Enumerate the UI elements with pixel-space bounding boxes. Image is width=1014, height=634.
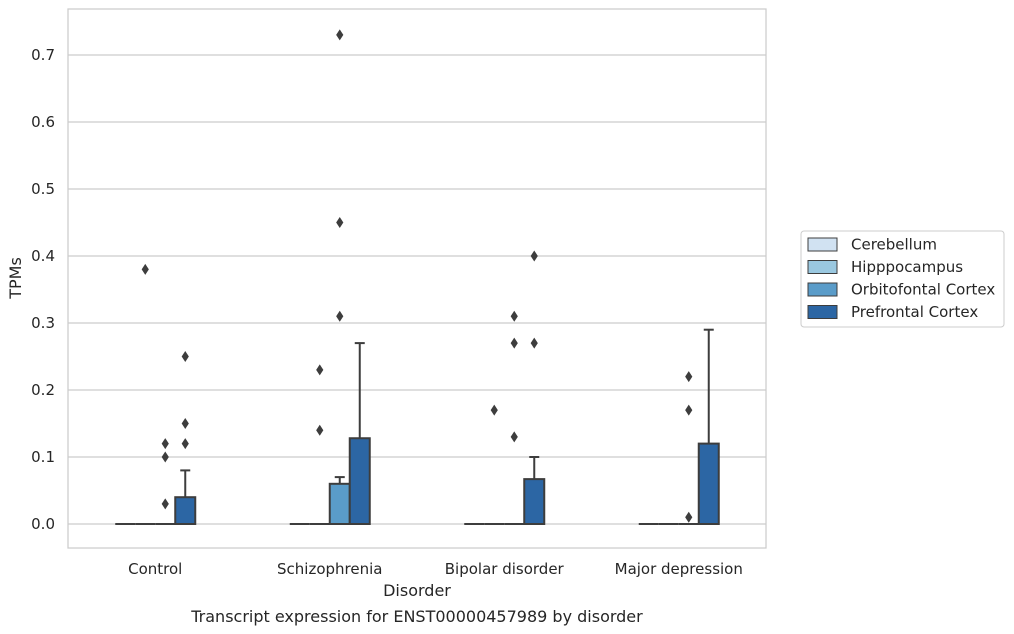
box-group bbox=[174, 351, 197, 526]
outlier-point bbox=[161, 451, 169, 463]
outlier-point bbox=[336, 310, 344, 322]
outlier-point bbox=[336, 29, 344, 41]
legend-label: Hipppocampus bbox=[851, 258, 963, 276]
x-axis-title: Disorder bbox=[383, 581, 451, 600]
outlier-point bbox=[181, 351, 189, 362]
box-body bbox=[523, 478, 546, 525]
legend-swatch bbox=[807, 237, 838, 252]
box-body bbox=[328, 482, 351, 525]
outlier-point bbox=[181, 418, 189, 429]
outlier-point bbox=[510, 310, 518, 322]
y-tick-label: 0.3 bbox=[31, 314, 55, 332]
outlier-point bbox=[510, 431, 518, 443]
box-group bbox=[348, 342, 371, 525]
legend-frame bbox=[800, 230, 1005, 328]
legend-label: Cerebellum bbox=[851, 236, 937, 254]
outlier-point bbox=[316, 424, 324, 436]
box-group bbox=[328, 29, 351, 525]
outlier-point bbox=[685, 371, 693, 383]
legend-swatch bbox=[807, 282, 838, 297]
outlier-point bbox=[685, 404, 693, 416]
y-tick-label: 0.2 bbox=[31, 381, 55, 399]
outlier-point bbox=[336, 217, 344, 228]
outlier-point bbox=[161, 498, 169, 510]
outlier-point bbox=[490, 404, 498, 416]
outlier-point bbox=[316, 364, 324, 376]
x-tick-label: Bipolar disorder bbox=[445, 560, 565, 578]
legend-label: Orbitofontal Cortex bbox=[851, 281, 995, 299]
x-tick-label: Control bbox=[128, 560, 182, 578]
legend-swatch bbox=[807, 260, 838, 274]
y-tick-label: 0.6 bbox=[31, 113, 55, 131]
box-group bbox=[484, 404, 505, 525]
outlier-point bbox=[685, 511, 693, 523]
x-axis-ticks: Control Schizophrenia Bipolar disorder Majo… bbox=[128, 560, 743, 578]
legend: Cerebellum Hipppocampus Orbitofontal Corte… bbox=[800, 230, 1005, 328]
outlier-point bbox=[530, 250, 538, 262]
legend-swatch bbox=[807, 305, 838, 319]
outlier-point bbox=[141, 263, 149, 275]
plot-frame bbox=[67, 8, 767, 549]
y-tick-label: 0.4 bbox=[31, 247, 55, 265]
chart-caption: Transcript expression for ENST0000045798… bbox=[190, 607, 643, 626]
y-tick-label: 0.0 bbox=[31, 515, 55, 533]
box-marks bbox=[115, 29, 720, 526]
y-tick-label: 0.1 bbox=[31, 448, 55, 466]
box-body bbox=[348, 437, 371, 525]
box-group bbox=[504, 310, 525, 525]
outlier-point bbox=[161, 438, 169, 450]
legend-items: Cerebellum Hipppocampus Orbitofontal Corte… bbox=[807, 236, 995, 321]
outlier-point bbox=[510, 337, 518, 349]
box-group bbox=[697, 328, 720, 526]
box-body bbox=[174, 496, 197, 526]
box-group bbox=[135, 263, 156, 525]
box-group bbox=[678, 371, 699, 525]
y-tick-label: 0.5 bbox=[31, 180, 55, 198]
outlier-point bbox=[530, 337, 538, 349]
box-group bbox=[523, 250, 546, 525]
x-tick-label: Major depression bbox=[615, 560, 743, 578]
box-group bbox=[155, 438, 176, 525]
y-axis-title: TPMs bbox=[6, 257, 25, 300]
gridlines bbox=[68, 54, 766, 525]
outlier-point bbox=[181, 438, 189, 450]
y-tick-label: 0.7 bbox=[31, 46, 55, 64]
box-body bbox=[697, 442, 720, 526]
legend-label: Prefrontal Cortex bbox=[851, 303, 978, 321]
x-tick-label: Schizophrenia bbox=[277, 560, 382, 578]
box-group bbox=[309, 364, 330, 525]
y-axis-ticks: 0.0 0.1 0.2 0.3 0.4 0.5 0.6 0.7 bbox=[31, 46, 55, 533]
